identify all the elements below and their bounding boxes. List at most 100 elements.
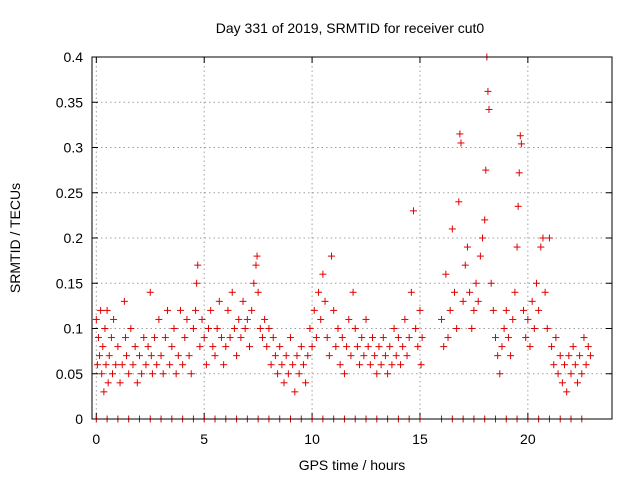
data-point [328,252,336,260]
data-point [97,306,105,314]
data-point [112,361,120,369]
data-point [110,315,118,323]
data-point [375,343,383,351]
data-point [552,334,560,342]
data-point [349,288,357,296]
data-point [487,279,495,287]
data-point [582,361,590,369]
x-axis-label: GPS time / hours [299,457,406,473]
data-point [440,343,448,351]
grid-lines [92,57,612,419]
data-point [198,315,206,323]
data-point [586,352,594,360]
data-point [96,352,104,360]
y-tick-label: 0.3 [64,140,84,156]
data-point [468,325,476,332]
data-point [515,169,523,177]
data-point [189,325,197,332]
y-tick-label: 0 [75,411,83,427]
data-point [269,334,277,342]
data-point [444,334,452,342]
data-point [220,361,228,369]
data-point [200,334,208,342]
data-point [142,361,150,369]
data-point [246,343,254,351]
data-point [399,343,407,351]
data-point [135,352,143,360]
data-point [498,343,506,351]
data-point [315,288,323,296]
data-point [174,352,182,360]
data-point [472,279,480,287]
data-point [484,87,492,95]
data-point [532,279,540,287]
data-point [209,343,217,351]
data-point [148,370,156,378]
data-point [271,352,279,360]
data-point [120,297,128,305]
data-point [516,132,524,140]
data-point [334,325,342,332]
data-point [513,243,521,251]
data-point [482,166,490,174]
data-point [239,297,247,305]
data-point [211,352,219,360]
data-point [522,334,530,342]
data-point [537,243,545,251]
data-point [541,288,549,296]
x-tick-label: 10 [304,431,320,447]
data-point [438,315,446,323]
data-point [450,288,458,296]
data-point [362,315,370,323]
data-point [325,352,333,360]
data-point [356,361,364,369]
data-point [347,352,355,360]
data-point [278,361,286,369]
data-point [558,379,566,387]
data-point [265,325,273,332]
data-points [92,53,594,423]
data-point [386,343,394,351]
data-point [105,352,113,360]
data-point [407,288,415,296]
data-point [183,315,191,323]
data-point [253,252,261,260]
y-tick-label: 0.15 [56,275,83,291]
data-point [114,343,122,351]
data-point [576,352,584,360]
data-point [181,334,189,342]
data-point [461,261,469,269]
data-point [384,370,392,378]
data-point [213,325,221,332]
data-point [297,343,305,351]
x-tick-label: 20 [520,431,536,447]
data-point [138,370,146,378]
data-point [164,306,172,314]
data-point [280,379,288,387]
data-point [580,334,588,342]
data-point [129,361,137,369]
data-point [494,352,502,360]
data-point [394,334,402,342]
data-point [168,343,176,351]
data-point [343,343,351,351]
data-point [556,352,564,360]
data-point [377,361,385,369]
data-point [511,288,519,296]
data-point [179,361,187,369]
data-point [418,334,426,342]
data-point [282,352,290,360]
data-point [345,315,353,323]
data-point [289,361,297,369]
data-point [147,352,155,360]
data-point [379,334,387,342]
data-point [116,379,124,387]
data-point [414,343,422,351]
data-point [193,279,201,287]
data-point [563,388,571,396]
data-point [535,306,543,314]
data-point [254,288,262,296]
data-point [202,361,210,369]
data-point [417,361,425,369]
